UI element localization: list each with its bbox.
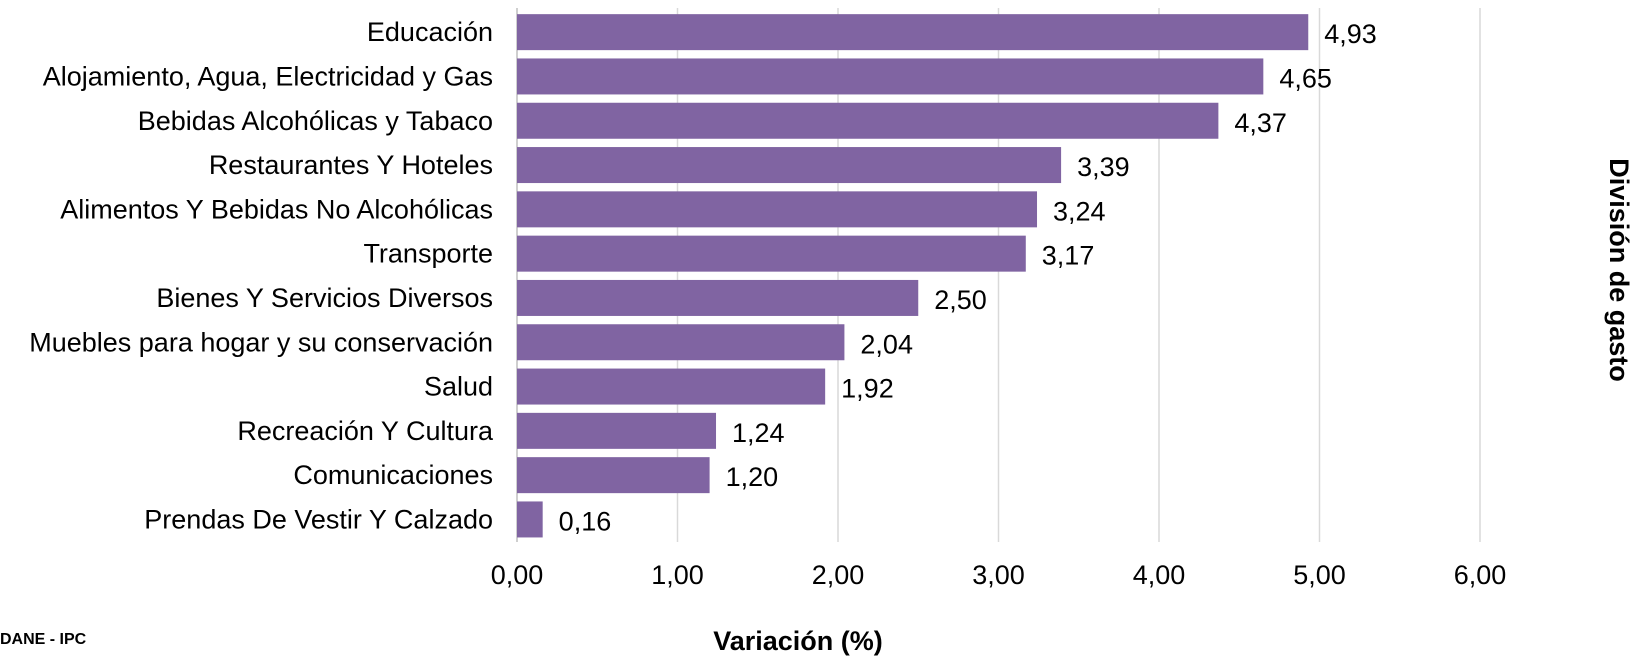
category-label: Alimentos Y Bebidas No Alcohólicas bbox=[60, 194, 493, 224]
data-label: 2,50 bbox=[934, 285, 987, 315]
bar bbox=[517, 236, 1026, 272]
data-label: 1,92 bbox=[841, 374, 894, 404]
bar bbox=[517, 58, 1263, 94]
x-tick-label: 2,00 bbox=[812, 560, 865, 590]
x-tick-labels: 0,00 1,00 2,00 3,00 4,00 5,00 6,00 bbox=[491, 560, 1507, 590]
x-axis-title: Variación (%) bbox=[713, 626, 883, 656]
category-label: Prendas De Vestir Y Calzado bbox=[144, 504, 493, 534]
bar bbox=[517, 103, 1218, 139]
category-label: Salud bbox=[424, 372, 493, 402]
bars bbox=[517, 14, 1308, 537]
bar bbox=[517, 14, 1308, 50]
data-label: 4,37 bbox=[1234, 108, 1287, 138]
bar bbox=[517, 280, 918, 316]
data-label: 3,17 bbox=[1042, 241, 1095, 271]
x-tick-label: 3,00 bbox=[972, 560, 1025, 590]
category-label: Restaurantes Y Hoteles bbox=[209, 150, 493, 180]
bar bbox=[517, 369, 825, 405]
x-tick-label: 5,00 bbox=[1293, 560, 1346, 590]
category-label: Educación bbox=[367, 17, 493, 47]
y-axis-title: División de gasto bbox=[1604, 158, 1634, 382]
x-tick-label: 0,00 bbox=[491, 560, 544, 590]
category-label: Comunicaciones bbox=[293, 460, 493, 490]
bar bbox=[517, 191, 1037, 227]
bar bbox=[517, 413, 716, 449]
data-label: 0,16 bbox=[559, 506, 612, 536]
bar bbox=[517, 324, 844, 360]
bar bbox=[517, 147, 1061, 183]
category-labels: Educación Alojamiento, Agua, Electricidad… bbox=[29, 17, 494, 534]
source-note: DANE - IPC bbox=[0, 631, 86, 649]
x-tick-label: 1,00 bbox=[651, 560, 704, 590]
category-label: Transporte bbox=[363, 239, 493, 269]
bar bbox=[517, 501, 543, 537]
data-label: 1,20 bbox=[726, 462, 779, 492]
category-label: Bienes Y Servicios Diversos bbox=[156, 283, 493, 313]
category-label: Alojamiento, Agua, Electricidad y Gas bbox=[43, 61, 493, 91]
x-tick-label: 4,00 bbox=[1133, 560, 1186, 590]
category-label: Recreación Y Cultura bbox=[237, 416, 494, 446]
category-label: Bebidas Alcohólicas y Tabaco bbox=[138, 106, 493, 136]
bar bbox=[517, 457, 710, 493]
data-label: 1,24 bbox=[732, 418, 785, 448]
data-label: 2,04 bbox=[860, 329, 913, 359]
data-label: 4,93 bbox=[1324, 19, 1377, 49]
category-label: Muebles para hogar y su conservación bbox=[29, 327, 493, 357]
data-label: 3,24 bbox=[1053, 196, 1106, 226]
x-tick-label: 6,00 bbox=[1454, 560, 1507, 590]
data-label: 3,39 bbox=[1077, 152, 1130, 182]
data-label: 4,65 bbox=[1279, 63, 1332, 93]
